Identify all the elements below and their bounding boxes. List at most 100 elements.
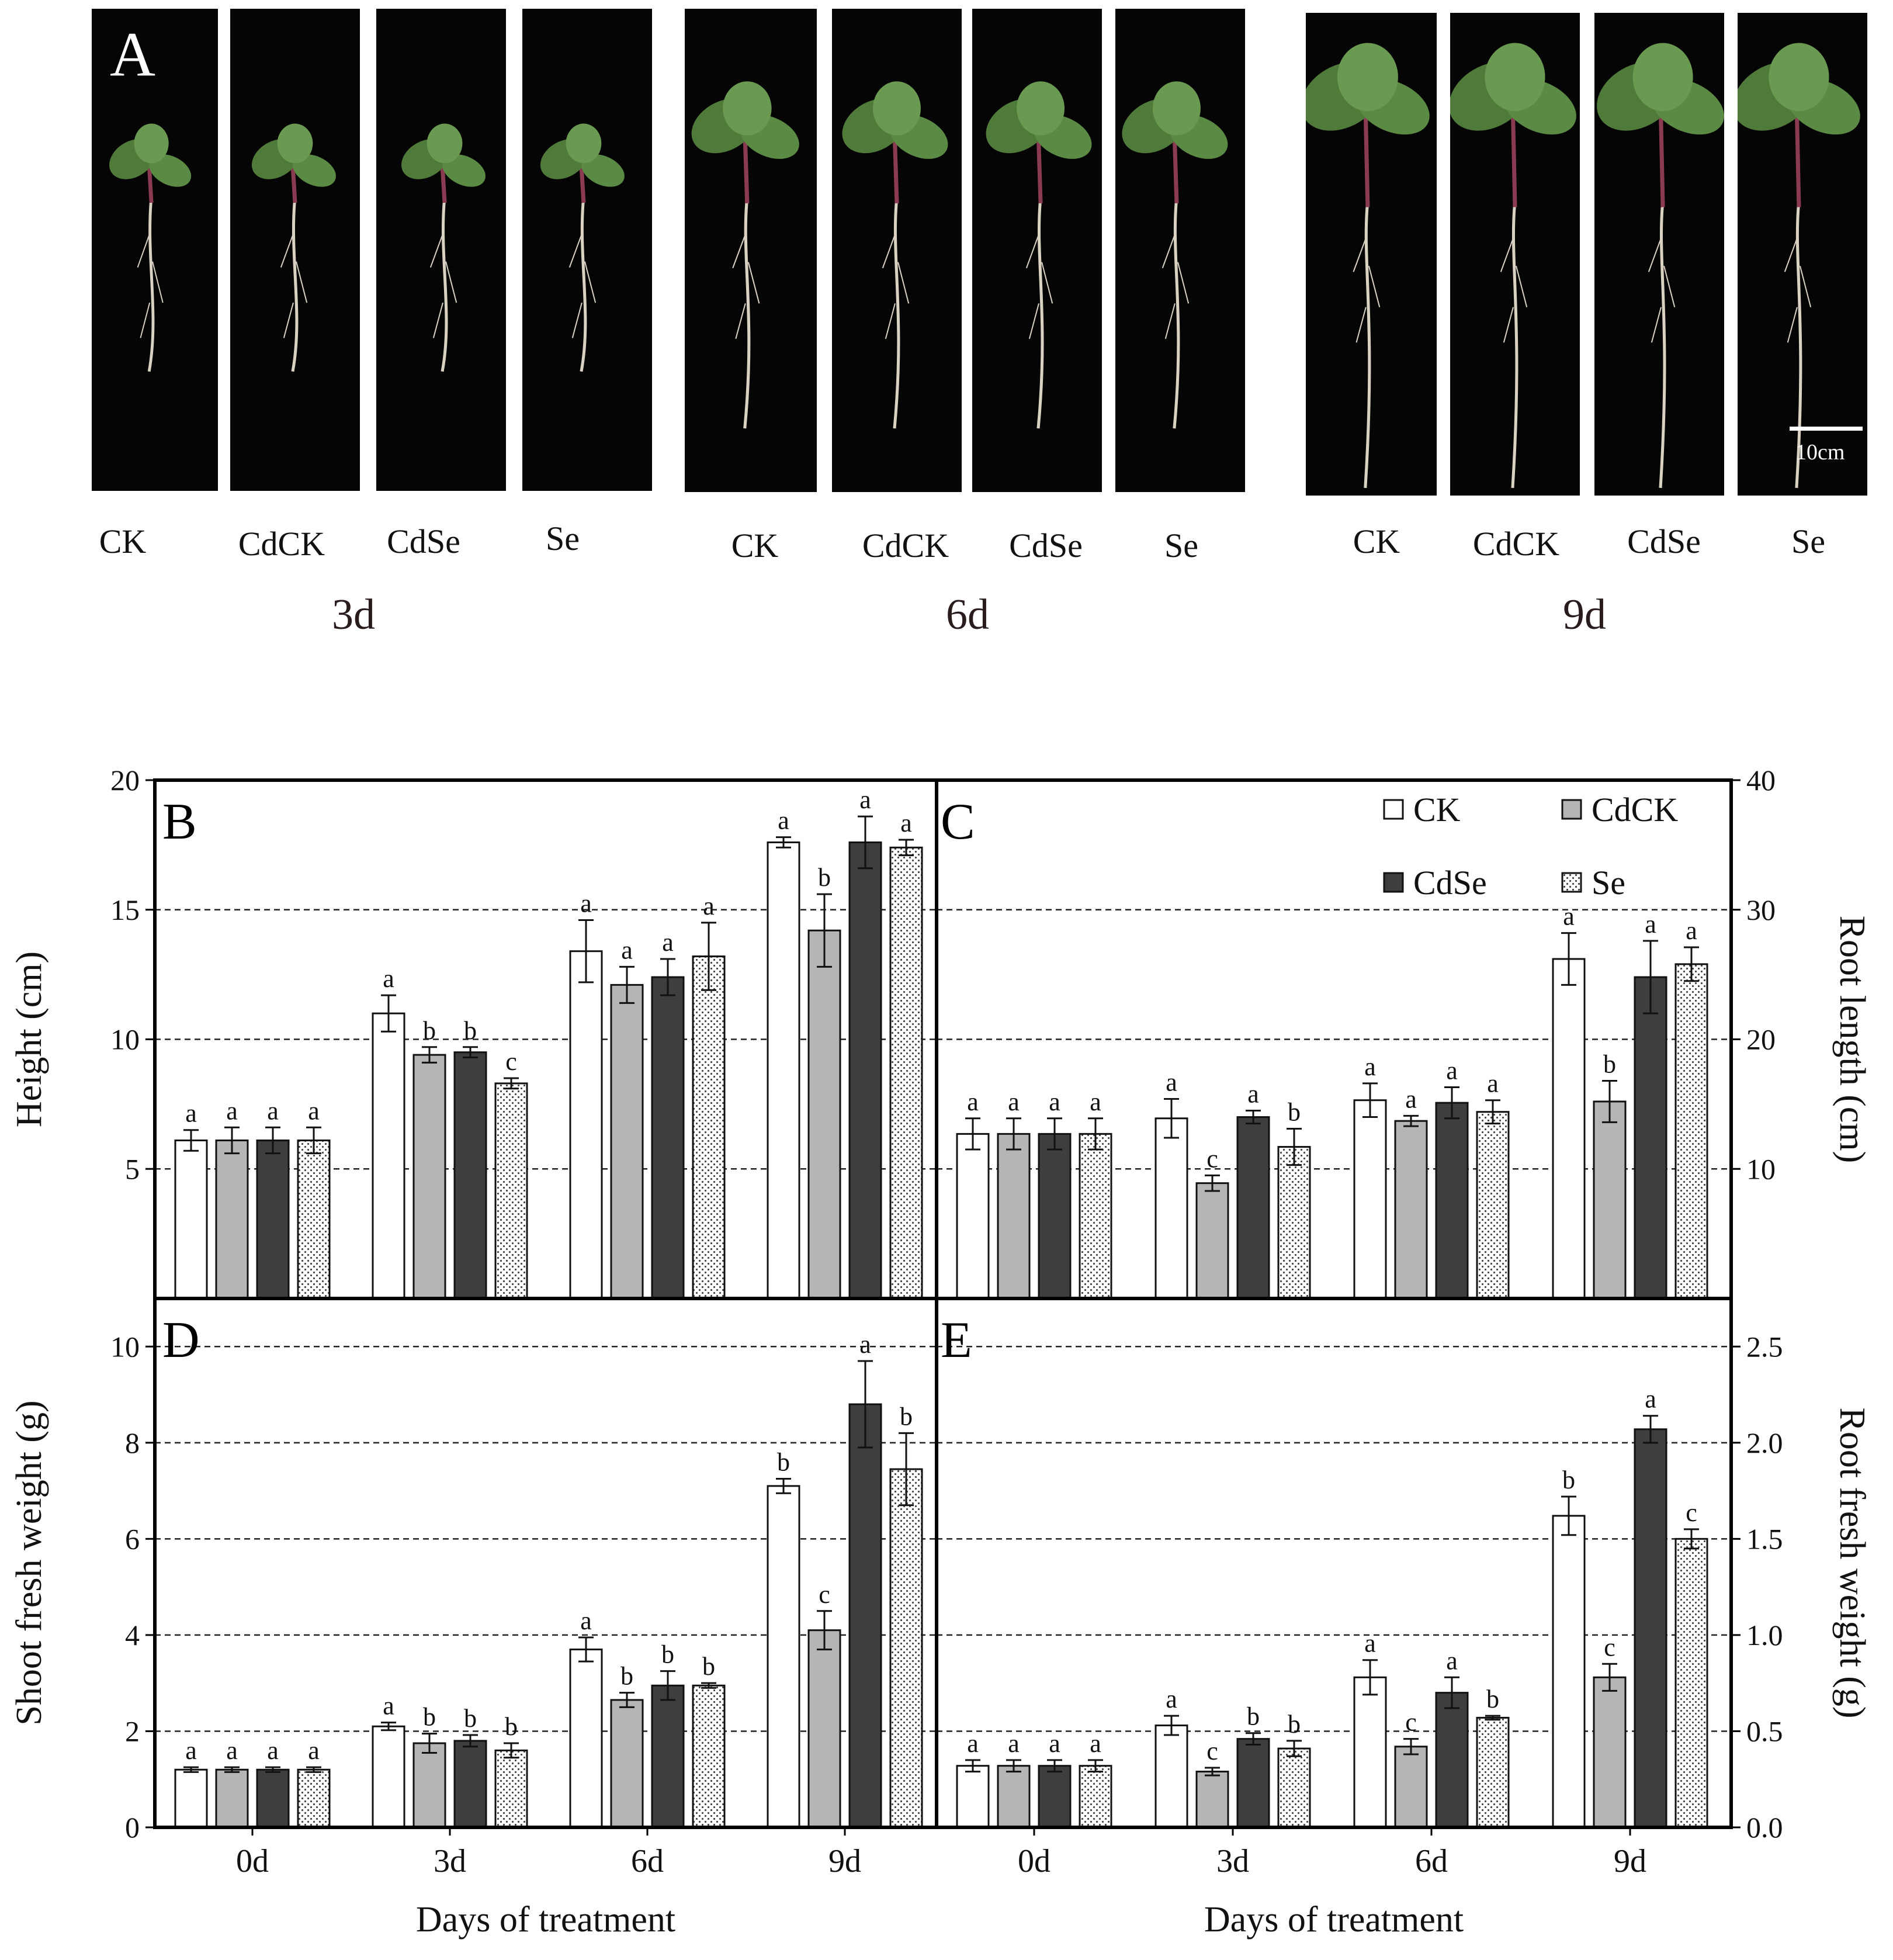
x-axis-title: Days of treatment — [1204, 1900, 1464, 1940]
plant-photo — [1594, 13, 1724, 496]
significance-letter: b — [1247, 1702, 1260, 1731]
bar-CdSe — [1236, 1116, 1270, 1300]
significance-letter: b — [1603, 1050, 1616, 1078]
y-tick-label: 1.0 — [1746, 1619, 1783, 1651]
legend-swatch-Se — [1561, 872, 1582, 893]
significance-letter: a — [1247, 1079, 1259, 1108]
significance-letter: b — [1288, 1098, 1301, 1127]
significance-letter: a — [1446, 1057, 1458, 1085]
bar-CK — [956, 1133, 990, 1300]
y-tick-label: 0 — [125, 1811, 140, 1844]
photo-treatment-label: CdSe — [387, 522, 460, 560]
significance-letter: a — [1645, 910, 1656, 939]
significance-letter: a — [580, 889, 592, 917]
bar-CK — [1154, 1724, 1188, 1829]
bar-CdSe — [651, 976, 685, 1300]
bar-CK — [1552, 958, 1586, 1300]
bar-Se — [494, 1749, 528, 1829]
plant-photo — [1306, 13, 1437, 496]
bar-CK — [956, 1765, 990, 1829]
y-tick-label: 6 — [125, 1522, 140, 1555]
significance-letter: a — [1049, 1729, 1060, 1758]
bar-CK — [767, 841, 800, 1300]
photo-time-label: 6d — [946, 591, 989, 639]
significance-letter: a — [900, 809, 912, 837]
y-tick-label: 30 — [1746, 894, 1776, 926]
plant-photo — [1450, 13, 1580, 496]
bar-Se — [889, 1468, 923, 1829]
significance-letter: a — [308, 1736, 320, 1765]
y-tick-label: 10 — [110, 1330, 140, 1363]
significance-letter: b — [423, 1016, 436, 1045]
photo-treatment-label: Se — [1791, 522, 1825, 560]
bar-CdCK — [1593, 1100, 1627, 1300]
significance-letter: a — [580, 1606, 592, 1635]
legend-swatch-CdCK — [1561, 799, 1582, 820]
bar-CK — [174, 1139, 208, 1300]
significance-letter: b — [1486, 1685, 1499, 1713]
significance-letter: b — [777, 1448, 790, 1477]
photo-treatment-label: CK — [731, 527, 779, 565]
bar-CdSe — [1435, 1102, 1469, 1300]
plant-photo — [1115, 9, 1245, 492]
bar-CdCK — [1593, 1676, 1627, 1829]
x-tick-label: 3d — [434, 1843, 466, 1879]
significance-letter: a — [267, 1096, 279, 1125]
photo-treatment-label: Se — [546, 520, 580, 557]
significance-letter: b — [620, 1662, 633, 1691]
bar-CdCK — [1394, 1746, 1428, 1829]
bar-CdSe — [848, 841, 882, 1300]
plant-photo — [972, 9, 1102, 492]
photo-treatment-label: CdCK — [862, 527, 949, 565]
significance-letter: a — [226, 1096, 238, 1125]
significance-letter: a — [778, 806, 789, 835]
legend-label: CdSe — [1413, 864, 1487, 902]
bar-CdSe — [453, 1051, 487, 1300]
bar-Se — [1674, 1537, 1708, 1829]
bar-CK — [1353, 1676, 1387, 1829]
significance-letter: a — [1008, 1729, 1020, 1758]
bar-CK — [569, 950, 603, 1300]
x-axis-title: Days of treatment — [416, 1900, 675, 1940]
photo-treatment-label: CdCK — [238, 525, 325, 563]
significance-letter: a — [967, 1088, 979, 1116]
bar-CdSe — [1038, 1133, 1072, 1300]
significance-letter: a — [1008, 1088, 1020, 1116]
y-tick-label: 1.5 — [1746, 1522, 1783, 1555]
y-tick-label: 8 — [125, 1426, 140, 1459]
legend-swatch-CK — [1383, 799, 1404, 820]
significance-letter: a — [1049, 1088, 1060, 1116]
y-tick-label: 10 — [1746, 1152, 1776, 1185]
significance-letter: a — [1090, 1088, 1101, 1116]
bar-CK — [1552, 1515, 1586, 1829]
bar-CdCK — [412, 1054, 446, 1300]
bar-Se — [494, 1082, 528, 1300]
significance-letter: a — [383, 964, 394, 993]
significance-letter: b — [423, 1703, 436, 1732]
y-tick-label: 20 — [110, 764, 140, 797]
bar-CK — [372, 1012, 405, 1300]
x-tick-label: 6d — [631, 1843, 664, 1879]
photo-treatment-label: CdSe — [1009, 527, 1083, 565]
y-axis-title: Root fresh weight (g) — [1832, 1407, 1872, 1718]
y-tick-label: 2 — [125, 1715, 140, 1747]
plant-photo — [832, 9, 962, 492]
legend-label: CK — [1413, 791, 1461, 829]
bar-CdCK — [215, 1768, 249, 1829]
bar-CK — [174, 1768, 208, 1829]
bar-CK — [767, 1485, 800, 1829]
bar-CdSe — [1634, 976, 1667, 1300]
significance-letter: a — [267, 1736, 279, 1765]
bar-CdCK — [997, 1133, 1031, 1300]
y-axis-title: Root length (cm) — [1832, 916, 1872, 1163]
significance-letter: c — [1206, 1737, 1218, 1765]
y-tick-label: 5 — [125, 1152, 140, 1185]
significance-letter: a — [1364, 1052, 1376, 1081]
y-tick-label: 4 — [125, 1619, 140, 1651]
panel-label: B — [162, 794, 197, 850]
significance-letter: c — [1206, 1144, 1218, 1173]
significance-letter: b — [1562, 1466, 1575, 1494]
photo-time-label: 3d — [332, 591, 375, 639]
significance-letter: a — [383, 1692, 394, 1720]
bar-CdSe — [256, 1768, 290, 1829]
